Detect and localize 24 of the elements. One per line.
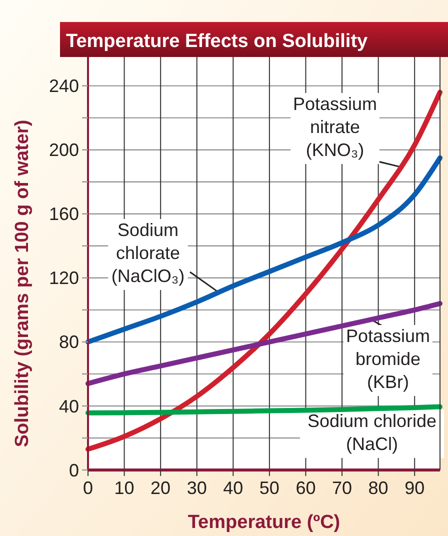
- x-tick-label: 60: [296, 478, 316, 498]
- series-label: Sodium chloride (NaCl): [307, 411, 437, 454]
- chart-title: Temperature Effects on Solubility: [66, 31, 368, 52]
- x-tick-label: 80: [368, 478, 388, 498]
- x-tick-label: 20: [150, 478, 171, 498]
- series-label: Potassium bromide (KBr): [346, 326, 430, 392]
- y-tick-label: 40: [58, 396, 79, 416]
- x-tick-label: 10: [114, 478, 134, 498]
- y-tick-label: 200: [48, 140, 79, 160]
- x-tick-label: 50: [259, 478, 280, 498]
- x-tick-label: 70: [332, 478, 352, 498]
- y-tick-label: 80: [58, 332, 79, 352]
- x-axis-title: Temperature (ºC): [188, 512, 340, 533]
- x-tick-label: 90: [404, 478, 425, 498]
- y-tick-label: 120: [48, 268, 79, 288]
- series-label: Sodium chlorate (NaClO₃): [111, 220, 185, 286]
- x-tick-label: 40: [223, 478, 244, 498]
- y-tick-label: 240: [48, 76, 79, 96]
- y-tick-label: 160: [48, 204, 79, 224]
- y-tick-label: 0: [68, 460, 79, 480]
- y-axis-title: Solubility (grams per 100 g of water): [12, 120, 33, 448]
- x-tick-label: 0: [82, 478, 94, 498]
- x-tick-label: 30: [186, 478, 207, 498]
- series-label: Potassium nitrate (KNO₃): [292, 94, 378, 160]
